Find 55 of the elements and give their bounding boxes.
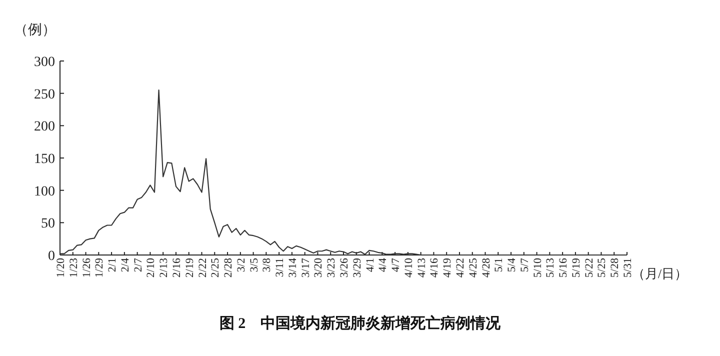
x-tick-label: 5/22 [583, 258, 596, 278]
x-tick-label: 5/31 [622, 258, 634, 278]
x-tick-label: 1/26 [80, 258, 93, 278]
text: 图 2 中国境内新冠肺炎新增死亡病例情况 [219, 314, 502, 332]
x-tick-label: 1/29 [94, 258, 106, 278]
x-tick-label: 3/2 [235, 258, 248, 272]
x-tick-label: 3/20 [312, 258, 325, 278]
y-tick-label: 150 [34, 152, 55, 167]
x-tick-label: 5/10 [532, 258, 544, 278]
y-tick-label: 200 [34, 120, 55, 135]
x-tick-label: 3/17 [300, 258, 312, 278]
x-axis-title: （月/日） [632, 266, 688, 281]
x-tick-label: 2/7 [132, 258, 144, 272]
x-tick-label: 5/7 [518, 258, 531, 272]
x-tick-label: 4/22 [454, 258, 466, 278]
x-tick-label: 2/13 [158, 258, 170, 278]
y-tick-label: 50 [41, 216, 55, 232]
x-tick-label: 2/4 [119, 258, 132, 272]
x-tick-label: 2/16 [170, 258, 183, 278]
y-tick-label: 300 [34, 55, 55, 70]
x-tick-label: 4/1 [364, 258, 376, 272]
y-tick-label: 0 [48, 249, 55, 264]
x-tick-label: 2/10 [145, 258, 158, 278]
y-tick-label: 250 [34, 87, 55, 102]
y-tick-label: 100 [34, 184, 55, 200]
x-tick-label: 2/1 [106, 258, 119, 272]
x-tick-label: 5/4 [506, 258, 518, 272]
x-tick-label: 3/8 [261, 258, 274, 272]
x-tick-label: 4/19 [442, 258, 454, 278]
x-tick-label: 4/7 [390, 258, 402, 272]
x-tick-label: 3/23 [326, 258, 338, 278]
x-tick-label: 2/19 [184, 258, 196, 278]
x-tick-label: 2/28 [222, 258, 235, 278]
x-tick-label: 5/1 [493, 258, 506, 272]
x-tick-label: 5/25 [596, 258, 608, 278]
x-tick-label: 3/29 [351, 258, 364, 278]
x-tick-label: 2/22 [196, 258, 209, 278]
x-tick-label: 3/26 [338, 258, 350, 278]
x-tick-label: 5/16 [558, 258, 570, 278]
x-tick-label: 2/25 [210, 258, 222, 278]
x-tick-label: 4/4 [377, 258, 390, 272]
x-tick-label: 5/19 [570, 258, 582, 278]
x-tick-label: 3/5 [248, 258, 260, 272]
x-tick-label: 4/28 [480, 258, 492, 278]
x-tick-label: 5/28 [609, 258, 622, 278]
x-tick-label: 4/13 [416, 258, 428, 278]
x-tick-label: 5/13 [544, 258, 557, 278]
y-axis-title: （例） [14, 22, 56, 38]
x-tick-label: 3/11 [274, 258, 286, 278]
x-tick-label: 4/10 [402, 258, 415, 278]
x-tick-label: 4/16 [428, 258, 441, 278]
x-tick-label: 3/14 [286, 258, 299, 278]
x-tick-label: 1/20 [55, 258, 67, 278]
x-tick-label: 4/25 [467, 258, 480, 278]
x-tick-label: 1/23 [68, 258, 80, 278]
